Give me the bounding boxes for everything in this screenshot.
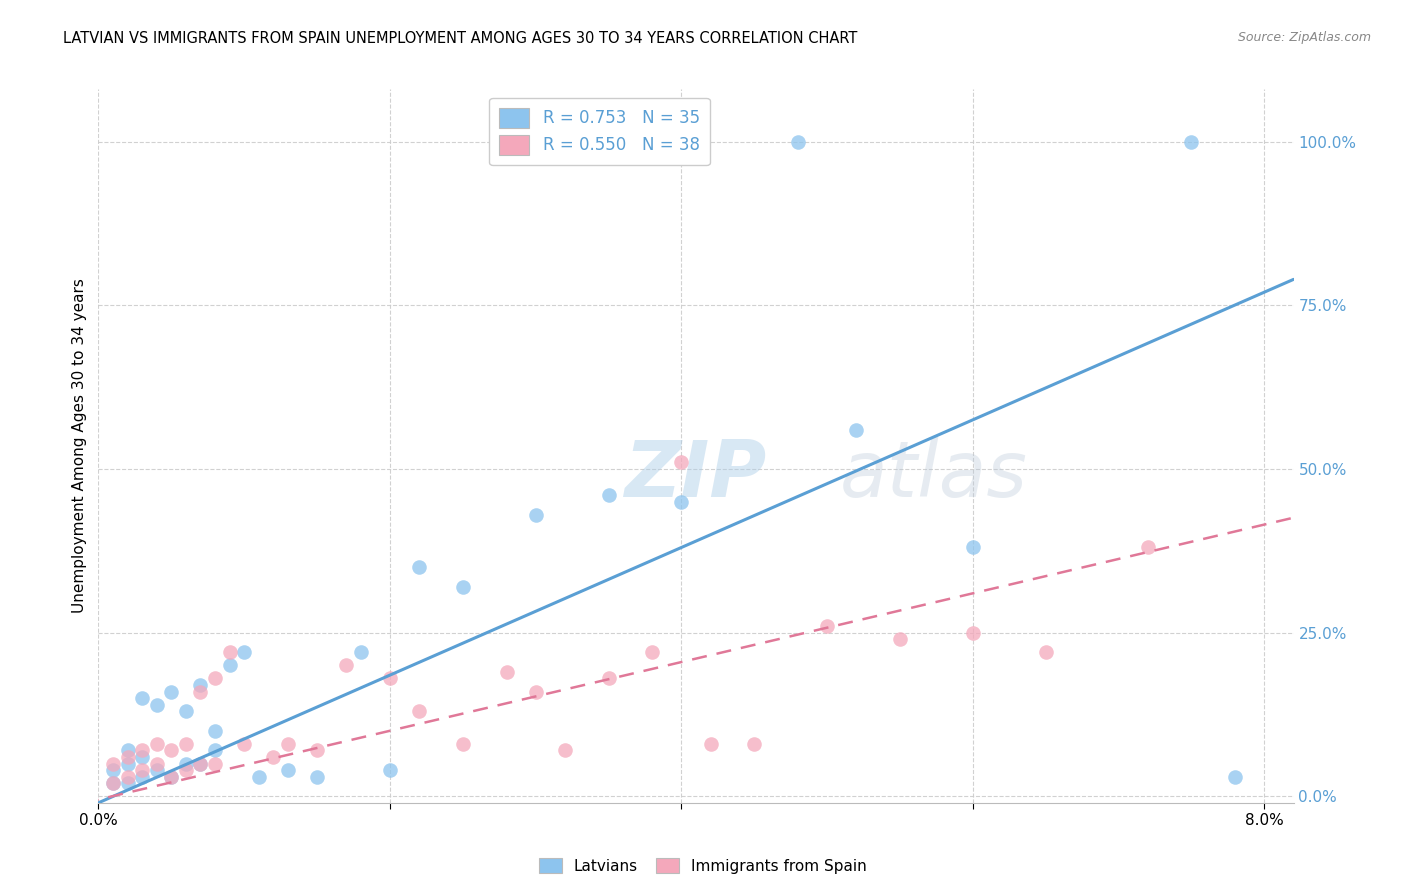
Point	[145, 756, 167, 771]
Point	[598, 672, 620, 686]
Point	[889, 632, 911, 647]
Point	[233, 645, 256, 659]
Point	[160, 770, 183, 784]
Point	[262, 750, 284, 764]
Point	[218, 645, 240, 659]
Point	[1035, 645, 1057, 659]
Point	[131, 763, 153, 777]
Point	[160, 743, 183, 757]
Point	[190, 756, 212, 771]
Point	[1180, 135, 1202, 149]
Point	[233, 737, 256, 751]
Point	[174, 756, 197, 771]
Point	[787, 135, 810, 149]
Point	[277, 737, 299, 751]
Point	[408, 560, 430, 574]
Point	[204, 723, 226, 738]
Point	[117, 750, 139, 764]
Point	[190, 684, 212, 698]
Point	[742, 737, 765, 751]
Point	[145, 763, 167, 777]
Point	[671, 494, 693, 508]
Point	[524, 508, 547, 522]
Point	[350, 645, 373, 659]
Point	[378, 763, 401, 777]
Point	[641, 645, 664, 659]
Point	[117, 743, 139, 757]
Point	[174, 704, 197, 718]
Point	[378, 672, 401, 686]
Point	[160, 684, 183, 698]
Point	[131, 750, 153, 764]
Point	[495, 665, 517, 679]
Point	[101, 763, 124, 777]
Point	[131, 743, 153, 757]
Point	[101, 776, 124, 790]
Point	[145, 698, 167, 712]
Point	[204, 743, 226, 757]
Point	[160, 770, 183, 784]
Point	[524, 684, 547, 698]
Point	[117, 770, 139, 784]
Point	[451, 580, 474, 594]
Point	[962, 541, 984, 555]
Point	[117, 776, 139, 790]
Text: ZIP: ZIP	[624, 436, 766, 513]
Point	[190, 678, 212, 692]
Point	[962, 625, 984, 640]
Point	[305, 743, 328, 757]
Point	[1225, 770, 1247, 784]
Text: Source: ZipAtlas.com: Source: ZipAtlas.com	[1237, 31, 1371, 45]
Point	[117, 756, 139, 771]
Legend: Latvians, Immigrants from Spain: Latvians, Immigrants from Spain	[533, 852, 873, 880]
Point	[671, 455, 693, 469]
Point	[845, 423, 868, 437]
Point	[131, 691, 153, 706]
Point	[247, 770, 270, 784]
Point	[190, 756, 212, 771]
Point	[554, 743, 576, 757]
Point	[335, 658, 357, 673]
Text: LATVIAN VS IMMIGRANTS FROM SPAIN UNEMPLOYMENT AMONG AGES 30 TO 34 YEARS CORRELAT: LATVIAN VS IMMIGRANTS FROM SPAIN UNEMPLO…	[63, 31, 858, 46]
Point	[204, 756, 226, 771]
Point	[174, 763, 197, 777]
Point	[699, 737, 721, 751]
Point	[145, 737, 167, 751]
Point	[408, 704, 430, 718]
Point	[815, 619, 838, 633]
Point	[101, 756, 124, 771]
Point	[204, 672, 226, 686]
Point	[101, 776, 124, 790]
Text: atlas: atlas	[839, 436, 1028, 513]
Point	[598, 488, 620, 502]
Point	[277, 763, 299, 777]
Point	[305, 770, 328, 784]
Point	[218, 658, 240, 673]
Point	[174, 737, 197, 751]
Point	[131, 770, 153, 784]
Y-axis label: Unemployment Among Ages 30 to 34 years: Unemployment Among Ages 30 to 34 years	[72, 278, 87, 614]
Legend: R = 0.753   N = 35, R = 0.550   N = 38: R = 0.753 N = 35, R = 0.550 N = 38	[489, 97, 710, 165]
Point	[451, 737, 474, 751]
Point	[1136, 541, 1159, 555]
